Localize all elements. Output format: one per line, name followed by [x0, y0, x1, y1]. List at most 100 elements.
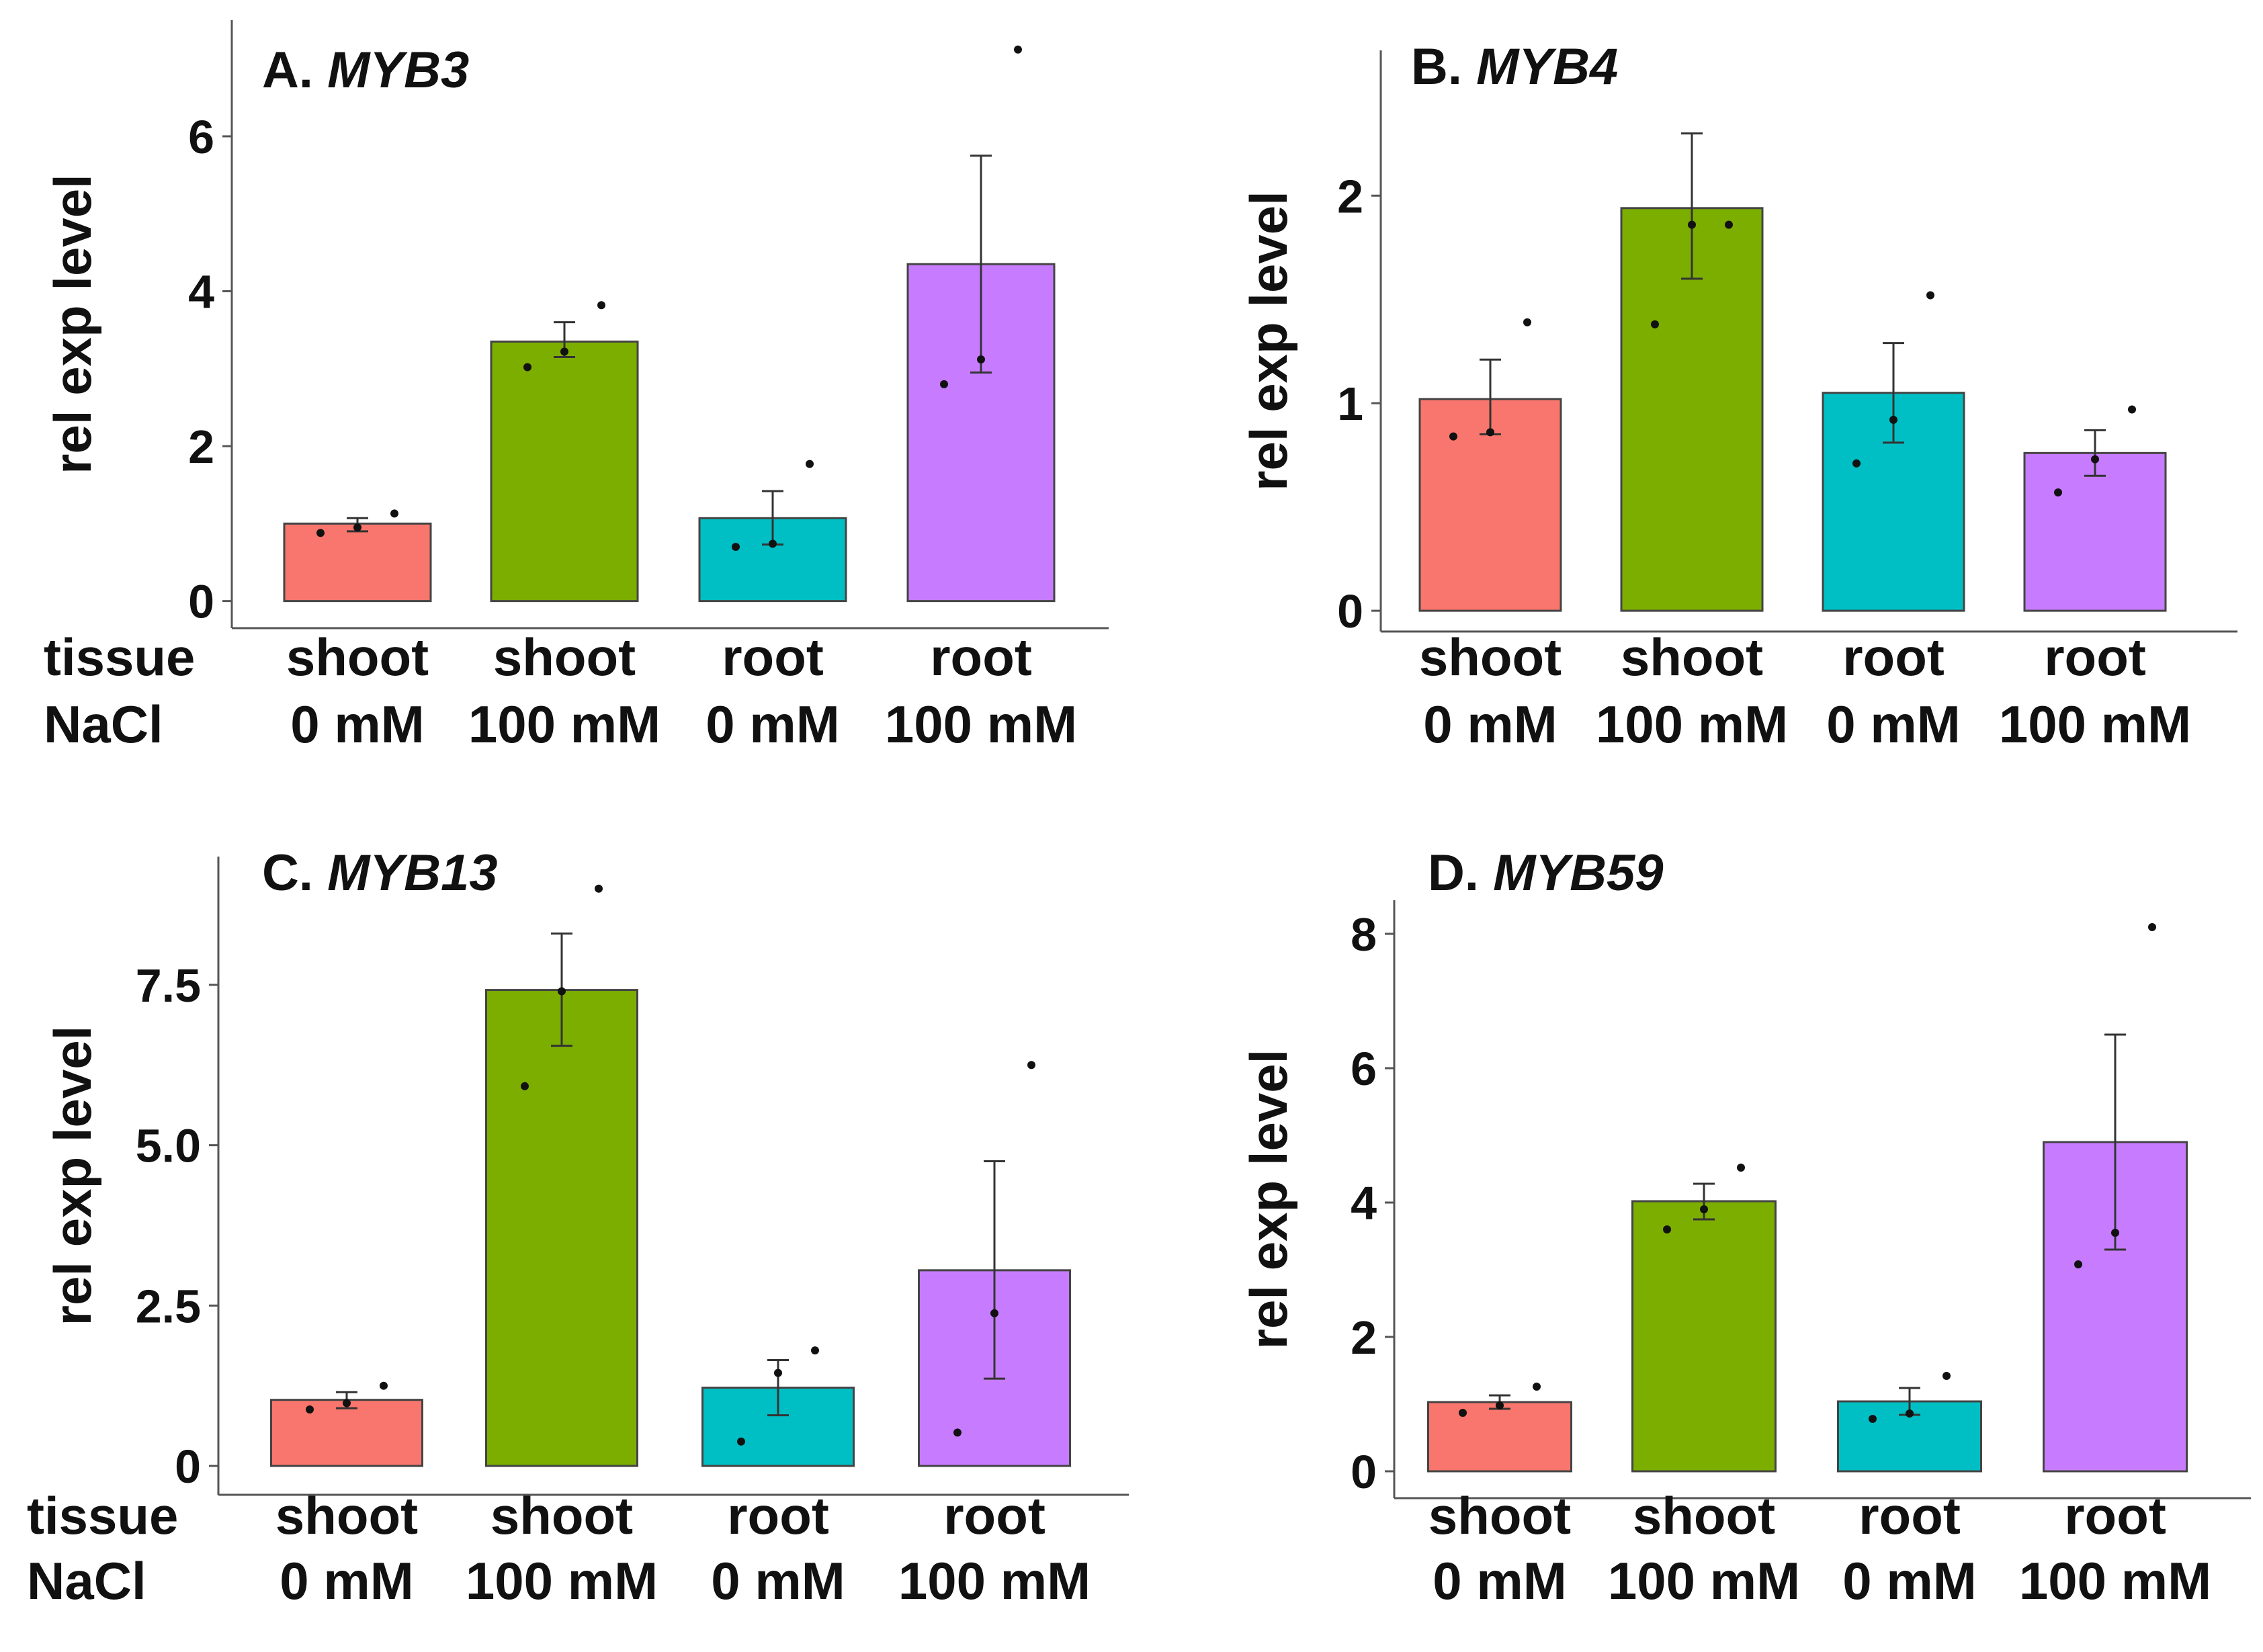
y-tick-label: 4	[188, 266, 214, 318]
row-label-tissue: tissue	[27, 1486, 178, 1545]
data-point	[306, 1405, 314, 1414]
error-bar	[1883, 342, 1904, 444]
x-tick-label-tissue: root	[722, 627, 824, 687]
x-tick-label-tissue: shoot	[490, 1486, 633, 1545]
row-label-nacl: NaCl	[27, 1551, 146, 1610]
y-tick-label: 7.5	[136, 959, 201, 1012]
bar-shoot-100-mm	[490, 340, 639, 603]
y-tick-label: 2	[188, 421, 214, 473]
data-point	[343, 1399, 351, 1407]
panel-title: D. MYB59	[1428, 844, 1664, 902]
data-point	[774, 1368, 782, 1377]
data-point	[560, 347, 568, 356]
x-tick-label-tissue: shoot	[1621, 627, 1763, 687]
bar-shoot-0-mm	[270, 1399, 423, 1467]
y-tick-label: 2.5	[136, 1280, 201, 1332]
error-bar	[1693, 1182, 1715, 1221]
panel-title-gene: MYB59	[1493, 844, 1663, 902]
panel-title-gene: MYB13	[327, 844, 497, 902]
x-tick-label-nacl: 100 mM	[2019, 1551, 2211, 1610]
data-point	[2091, 455, 2099, 464]
x-tick-label-tissue: root	[2044, 627, 2146, 687]
x-tick-label-tissue: shoot	[493, 627, 636, 687]
x-tick-label-tissue: shoot	[1633, 1486, 1775, 1545]
data-point	[558, 987, 566, 996]
bar-shoot-0-mm	[283, 522, 432, 603]
bar-shoot-0-mm	[1427, 1401, 1572, 1473]
x-tick-label-nacl: 0 mM	[280, 1551, 413, 1610]
data-point	[1449, 432, 1457, 441]
x-tick-label-nacl: 100 mM	[466, 1551, 658, 1610]
data-point	[1725, 220, 1733, 229]
y-axis-label: rel exp level	[43, 1026, 102, 1326]
data-point	[523, 363, 531, 372]
y-tick-label: 8	[1351, 908, 1377, 961]
error-bar	[2104, 1033, 2126, 1251]
data-point	[1027, 1061, 1035, 1070]
data-point	[1459, 1409, 1467, 1417]
panel-title-prefix: B.	[1411, 38, 1476, 95]
x-tick-label-tissue: shoot	[1419, 627, 1562, 687]
data-point	[2054, 488, 2062, 497]
data-point	[595, 884, 603, 893]
x-tick-label-tissue: root	[2064, 1486, 2166, 1545]
data-point	[2074, 1260, 2082, 1268]
x-tick-label-tissue: shoot	[286, 627, 429, 687]
y-tick-label: 6	[1351, 1043, 1377, 1095]
bar-shoot-100-mm	[485, 989, 638, 1467]
data-point	[811, 1346, 819, 1355]
data-point	[390, 509, 398, 518]
data-point	[597, 301, 605, 310]
data-point	[1869, 1415, 1877, 1423]
x-tick-label-nacl: 100 mM	[1608, 1551, 1800, 1610]
x-tick-label-tissue: root	[943, 1486, 1045, 1545]
data-point	[353, 523, 361, 532]
y-tick-label: 4	[1351, 1177, 1377, 1229]
y-tick-label: 6	[188, 111, 214, 163]
panel-myb3: 0 2 4 6 rel exp level shoot 0 mM shoot 100 mM roo…	[43, 20, 1109, 754]
x-tick-label-tissue: shoot	[1428, 1486, 1571, 1545]
data-point	[940, 380, 948, 388]
x-tick-label-nacl: 100 mM	[468, 695, 660, 754]
panel-title: B. MYB4	[1411, 38, 1618, 95]
x-tick-label-nacl: 100 mM	[1999, 695, 2191, 754]
data-point	[1852, 459, 1861, 468]
data-point	[2111, 1229, 2119, 1237]
error-bar	[1681, 132, 1703, 280]
x-tick-label-nacl: 0 mM	[1433, 1551, 1566, 1610]
y-tick-label: 5.0	[136, 1120, 201, 1172]
data-point	[380, 1381, 388, 1390]
data-point	[1737, 1164, 1745, 1172]
x-tick-label-tissue: root	[727, 1486, 829, 1545]
x-tick-label-tissue: root	[1842, 627, 1945, 687]
x-tick-label-nacl: 0 mM	[711, 1551, 845, 1610]
y-tick-label: 0	[175, 1440, 201, 1493]
x-tick-label-nacl: 0 mM	[706, 695, 839, 754]
data-point	[1651, 320, 1659, 329]
x-tick-label-tissue: shoot	[275, 1486, 418, 1545]
data-point	[769, 539, 777, 548]
x-tick-label-nacl: 0 mM	[1842, 1551, 1976, 1610]
y-tick-label: 0	[1337, 585, 1363, 638]
x-tick-label-nacl: 0 mM	[1826, 695, 1960, 754]
x-tick-label-nacl: 0 mM	[1423, 695, 1557, 754]
y-tick-label: 0	[1351, 1446, 1377, 1498]
x-tick-label-tissue: root	[930, 627, 1032, 687]
panel-title-gene: MYB4	[1476, 38, 1618, 95]
data-point	[1926, 291, 1934, 300]
panel-title: C. MYB13	[262, 844, 498, 902]
data-point	[1700, 1205, 1708, 1213]
error-bar	[984, 1160, 1005, 1380]
y-axis-label: rel exp level	[1239, 1049, 1298, 1350]
data-point	[2148, 923, 2156, 931]
y-tick-label: 2	[1351, 1311, 1377, 1364]
data-point	[1533, 1383, 1541, 1391]
panel-myb13: 0 2.5 5.0 7.5 rel exp level shoot 0 mM shoot 100…	[27, 844, 1129, 1610]
data-point	[316, 529, 325, 537]
y-axis-label: rel exp level	[1239, 191, 1298, 491]
row-label-tissue: tissue	[44, 627, 195, 687]
data-point	[1014, 45, 1022, 54]
data-point	[1486, 428, 1494, 437]
data-point	[1663, 1225, 1671, 1233]
